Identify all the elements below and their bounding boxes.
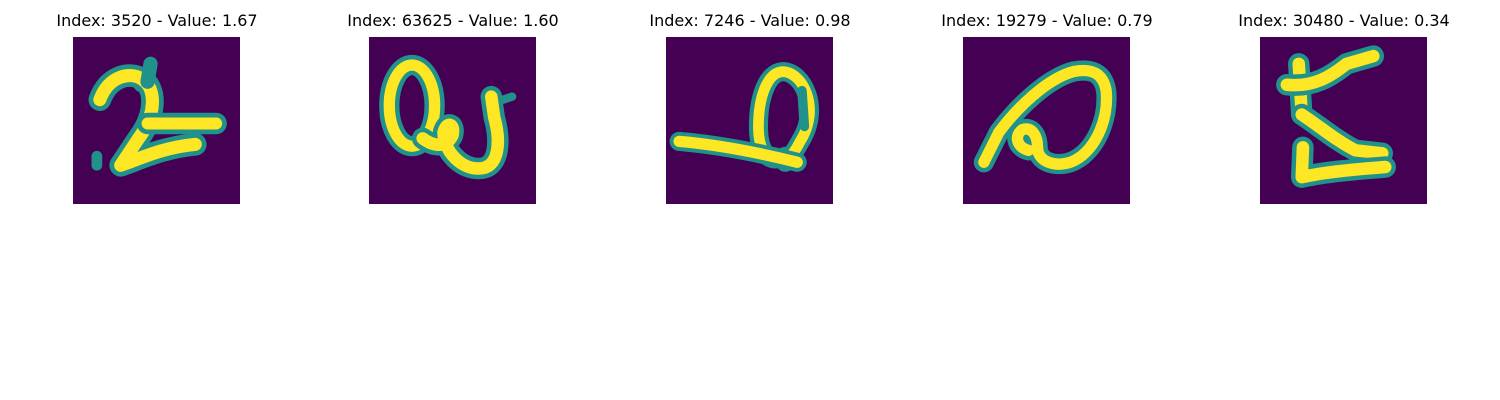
digit-image-0 <box>963 37 1130 204</box>
panel-title: Index: 3520 - Value: 1.67 <box>56 11 258 30</box>
digit-panel-1: Index: 3520 - Value: 1.67 <box>27 0 287 210</box>
digit-panel-3: Index: 7246 - Value: 0.98 <box>620 0 880 210</box>
panel-title: Index: 19279 - Value: 0.79 <box>941 11 1153 30</box>
panel-title: Index: 63625 - Value: 1.60 <box>347 11 559 30</box>
digit-panel-5: Index: 30480 - Value: 0.34 <box>1214 0 1474 210</box>
digit-image-0 <box>369 37 536 204</box>
digit-image-5 <box>1260 37 1427 204</box>
digit-panel-4: Index: 19279 - Value: 0.79 <box>917 0 1177 210</box>
panel-title: Index: 7246 - Value: 0.98 <box>649 11 851 30</box>
panel-title: Index: 30480 - Value: 0.34 <box>1238 11 1450 30</box>
digit-image-2 <box>73 37 240 204</box>
digit-panel-2: Index: 63625 - Value: 1.60 <box>323 0 583 210</box>
digit-image-0 <box>666 37 833 204</box>
